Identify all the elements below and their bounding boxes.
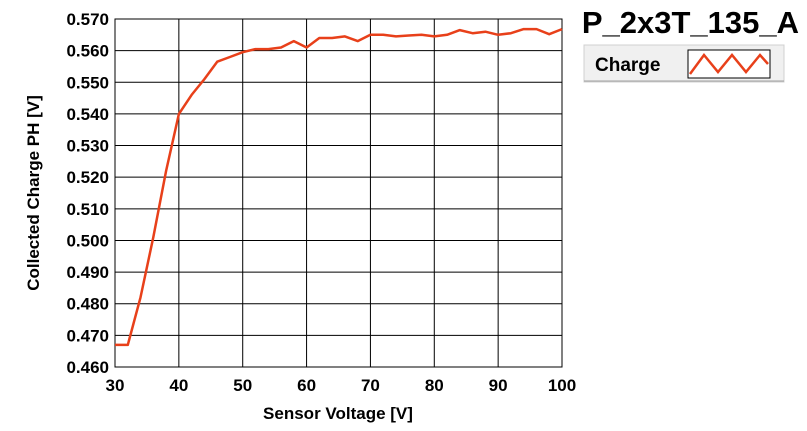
y-tick-label: 0.530 bbox=[66, 137, 109, 156]
x-tick-label: 70 bbox=[361, 376, 380, 395]
x-tick-label: 50 bbox=[233, 376, 252, 395]
y-tick-label: 0.470 bbox=[66, 326, 109, 345]
plot-background bbox=[115, 19, 562, 367]
legend: Charge bbox=[583, 44, 785, 83]
y-tick-label: 0.560 bbox=[66, 42, 109, 61]
plot-frame bbox=[114, 18, 563, 368]
x-tick-label: 30 bbox=[106, 376, 125, 395]
series-layer bbox=[115, 27, 563, 347]
legend-swatch-box bbox=[687, 49, 771, 79]
x-tick-label: 80 bbox=[425, 376, 444, 395]
series-line-charge bbox=[115, 27, 563, 347]
y-tick-label: 0.480 bbox=[66, 295, 109, 314]
y-tick-label: 0.570 bbox=[66, 10, 109, 29]
x-tick-labels: 30 40 50 60 70 80 90 100 bbox=[106, 376, 577, 395]
chart-title: P_2x3T_135_A bbox=[582, 5, 799, 40]
y-tick-label: 0.550 bbox=[66, 73, 109, 92]
y-tick-label: 0.540 bbox=[66, 105, 109, 124]
y-tick-label: 0.460 bbox=[66, 358, 109, 377]
grid bbox=[114, 18, 563, 368]
x-tick-label: 40 bbox=[169, 376, 188, 395]
y-tick-label: 0.500 bbox=[66, 231, 109, 250]
y-tick-label: 0.520 bbox=[66, 168, 109, 187]
x-tick-label: 100 bbox=[548, 376, 576, 395]
x-tick-label: 60 bbox=[297, 376, 316, 395]
y-tick-label: 0.510 bbox=[66, 200, 109, 219]
y-axis-title: Collected Charge PH [V] bbox=[24, 95, 43, 291]
legend-swatch-line bbox=[688, 52, 769, 75]
x-tick-label: 90 bbox=[489, 376, 508, 395]
y-tick-labels: 0.460 0.470 0.480 0.490 0.500 0.510 0.520 0.530… bbox=[66, 10, 109, 377]
y-tick-label: 0.490 bbox=[66, 263, 109, 282]
legend-label-charge: Charge bbox=[595, 55, 660, 76]
x-axis-title: Sensor Voltage [V] bbox=[263, 404, 413, 423]
